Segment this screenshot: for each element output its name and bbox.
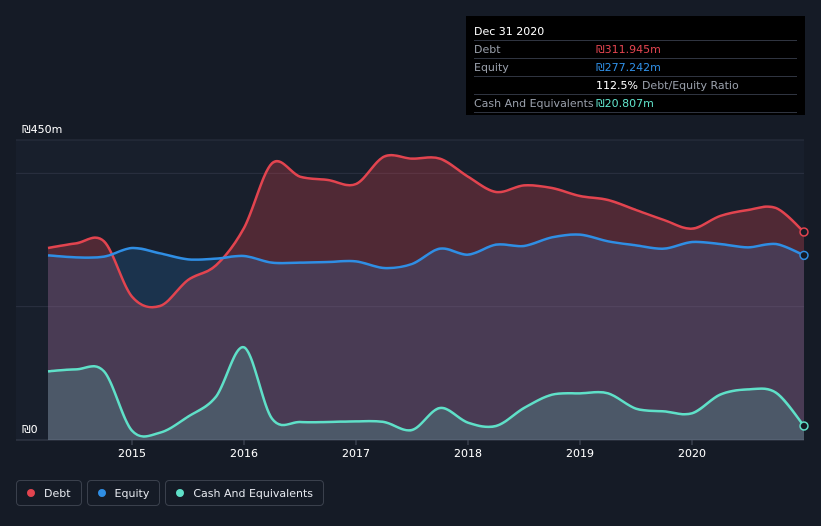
series-lines: [47, 153, 805, 438]
legend-cash-label: Cash And Equivalents: [193, 486, 313, 500]
debt-end-marker: [799, 227, 809, 237]
tooltip-equity-value: ₪277.242m: [596, 61, 661, 74]
cash-and-equivalents-end-marker: [799, 421, 809, 431]
debt-line: [47, 153, 805, 309]
tooltip-ratio-row: 112.5% Debt/Equity Ratio: [474, 76, 797, 94]
equity-dot-icon: [97, 489, 106, 497]
y-axis-min-label: ₪0: [22, 423, 38, 436]
cash-and-equivalents-line: [47, 346, 805, 438]
legend-item-equity[interactable]: Equity: [86, 480, 161, 506]
x-tick-label-2016: 2016: [230, 447, 258, 460]
x-axis-ticks: 2015 2016 2017 2018 2019 2020: [118, 440, 706, 460]
legend-item-cash[interactable]: Cash And Equivalents: [165, 480, 324, 506]
series-end-markers: [799, 227, 809, 431]
tooltip-date: Dec 31 2020: [474, 25, 545, 38]
tooltip-cash-row: Cash And Equivalents ₪20.807m: [474, 94, 797, 113]
plot-background: [16, 140, 804, 440]
x-tick-label-2019: 2019: [566, 447, 594, 460]
series-areas: [48, 155, 804, 440]
debt-area: [48, 155, 804, 440]
tooltip-equity-label: Equity: [474, 61, 509, 74]
tooltip-panel: Dec 31 2020 Debt ₪311.945m Equity ₪277.2…: [466, 16, 805, 115]
tooltip-ratio-value: 112.5%: [596, 79, 638, 92]
tooltip-ratio-label: Debt/Equity Ratio: [641, 79, 739, 92]
x-tick-label-2020: 2020: [678, 447, 706, 460]
legend: Debt Equity Cash And Equivalents: [16, 480, 324, 506]
cash-and-equivalents-area: [48, 347, 804, 440]
axes: ₪450m ₪0: [22, 123, 62, 436]
legend-debt-label: Debt: [44, 486, 71, 500]
cash-dot-icon: [176, 489, 185, 497]
equity-end-marker: [799, 250, 809, 261]
legend-item-debt[interactable]: Debt: [16, 480, 82, 506]
equity-area: [48, 234, 804, 440]
tooltip-equity-row: Equity ₪277.242m: [474, 58, 797, 76]
tooltip-debt-row: Debt ₪311.945m: [474, 40, 797, 58]
equity-line: [47, 233, 805, 270]
legend-equity-label: Equity: [114, 486, 150, 500]
y-axis-max-label: ₪450m: [22, 123, 62, 136]
x-tick-label-2018: 2018: [454, 447, 482, 460]
tooltip-cash-label: Cash And Equivalents: [474, 97, 594, 110]
debt-dot-icon: [27, 489, 35, 497]
x-tick-label-2017: 2017: [342, 447, 370, 460]
x-tick-label-2015: 2015: [118, 447, 146, 460]
tooltip-debt-value: ₪311.945m: [596, 43, 661, 56]
tooltip-cash-value: ₪20.807m: [596, 97, 654, 110]
tooltip-debt-label: Debt: [474, 43, 501, 56]
